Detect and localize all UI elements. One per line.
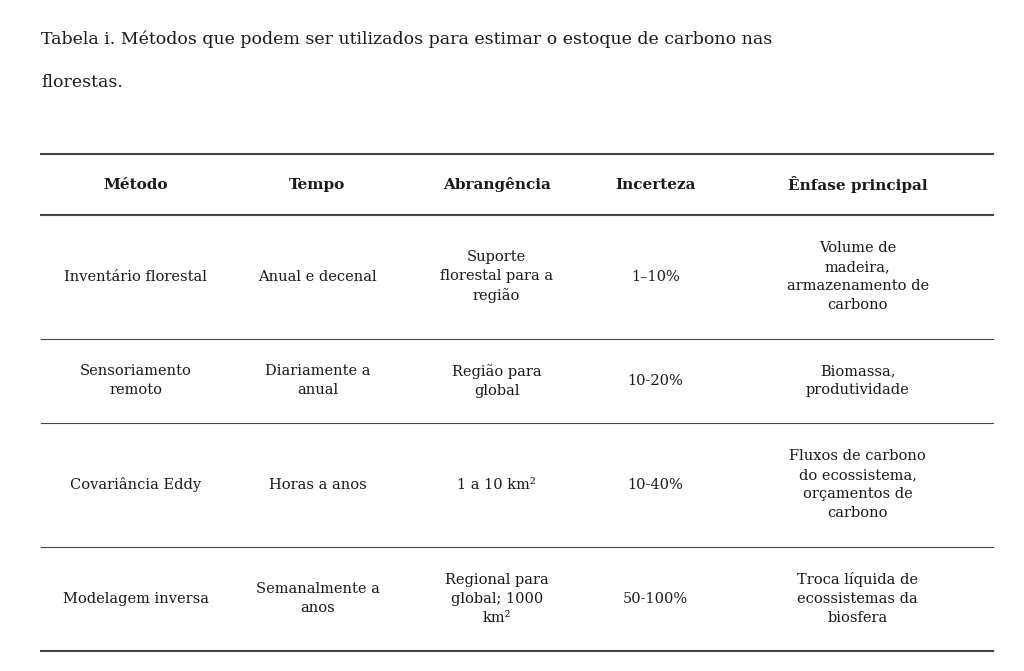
- Text: Sensoriamento
remoto: Sensoriamento remoto: [80, 364, 191, 397]
- Text: Anual e decenal: Anual e decenal: [258, 270, 377, 284]
- Text: Regional para
global; 1000
km²: Regional para global; 1000 km²: [444, 573, 549, 625]
- Text: Tabela i. Métodos que podem ser utilizados para estimar o estoque de carbono nas: Tabela i. Métodos que podem ser utilizad…: [41, 30, 772, 48]
- Text: Modelagem inversa: Modelagem inversa: [62, 592, 209, 606]
- Text: florestas.: florestas.: [41, 74, 123, 91]
- Text: Horas a anos: Horas a anos: [268, 478, 367, 492]
- Text: Inventário florestal: Inventário florestal: [65, 270, 207, 284]
- Text: Incerteza: Incerteza: [615, 178, 695, 191]
- Text: Troca líquida de
ecossistemas da
biosfera: Troca líquida de ecossistemas da biosfer…: [797, 572, 919, 625]
- Text: Abrangência: Abrangência: [442, 177, 551, 192]
- Text: 10-40%: 10-40%: [628, 478, 683, 492]
- Text: Covariância Eddy: Covariância Eddy: [70, 477, 202, 493]
- Text: Fluxos de carbono
do ecossistema,
orçamentos de
carbono: Fluxos de carbono do ecossistema, orçame…: [790, 450, 926, 520]
- Text: 50-100%: 50-100%: [623, 592, 688, 606]
- Text: Volume de
madeira,
armazenamento de
carbono: Volume de madeira, armazenamento de carb…: [786, 242, 929, 312]
- Text: Método: Método: [103, 178, 168, 191]
- Text: Diariamente a
anual: Diariamente a anual: [264, 364, 371, 397]
- Text: 1 a 10 km²: 1 a 10 km²: [458, 478, 536, 492]
- Text: Ênfase principal: Ênfase principal: [787, 176, 928, 193]
- Text: Região para
global: Região para global: [452, 364, 542, 398]
- Text: Suporte
florestal para a
região: Suporte florestal para a região: [440, 250, 553, 303]
- Text: Semanalmente a
anos: Semanalmente a anos: [256, 582, 379, 615]
- Text: Biomassa,
produtividade: Biomassa, produtividade: [806, 364, 909, 397]
- Text: 10-20%: 10-20%: [628, 374, 683, 388]
- Text: Tempo: Tempo: [290, 178, 345, 191]
- Text: 1–10%: 1–10%: [631, 270, 680, 284]
